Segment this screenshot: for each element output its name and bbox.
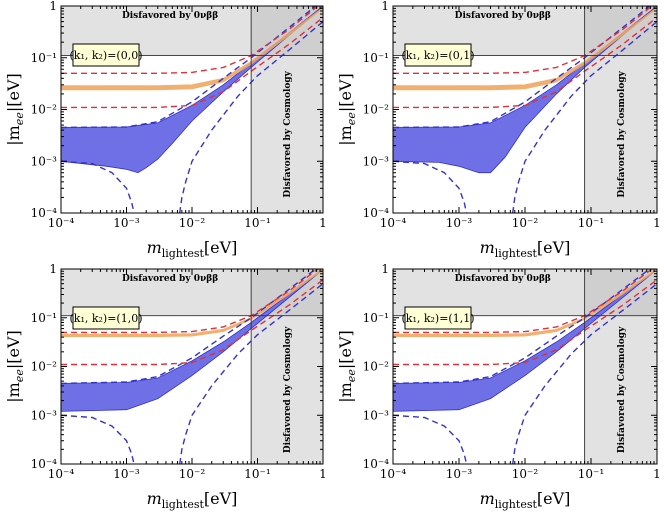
x-tick-label: 10⁻¹ xyxy=(578,216,604,230)
chart-panel-1: 10⁻⁴ 10⁻³ 10⁻² 10⁻¹ 1 10⁻⁴ 10⁻³ 10⁻² 10⁻¹ 1 Disfav… xyxy=(4,0,327,260)
red-dashed-upper-curve xyxy=(393,269,654,334)
y-tick-label: 10⁻⁴ xyxy=(363,206,390,220)
x-tick-label: 10⁻² xyxy=(512,216,539,230)
y-tick-label: 10⁻³ xyxy=(31,408,58,422)
onubb-disfavored-label: Disfavored by 0νββ xyxy=(122,11,218,21)
y-tick-label: 1 xyxy=(49,0,57,13)
red-dashed-upper-curve xyxy=(393,6,654,74)
y-tick-label: 10⁻⁴ xyxy=(31,206,58,220)
onubb-disfavored-label: Disfavored by 0νββ xyxy=(455,274,551,284)
x-tick-label: 1 xyxy=(653,467,661,481)
red-dashed-lower-curve xyxy=(61,279,323,366)
y-axis-label: |mee|[eV] xyxy=(336,73,358,146)
y-tick-label: 10⁻² xyxy=(31,360,58,374)
blue-band xyxy=(393,269,657,412)
y-tick-label: 10⁻¹ xyxy=(31,51,57,65)
x-tick-label: 10⁻² xyxy=(179,216,206,230)
red-dashed-upper-curve xyxy=(61,6,320,74)
x-tick-label: 10⁻⁴ xyxy=(48,216,75,230)
blue-dashed-lower-curve xyxy=(61,414,135,464)
x-tick-label: 10⁻³ xyxy=(446,216,473,230)
y-tick-label: 10⁻³ xyxy=(363,408,390,422)
orange-band xyxy=(393,6,657,91)
x-tick-label: 10⁻⁴ xyxy=(380,216,407,230)
case-label-box xyxy=(72,43,140,67)
blue-dashed-upper-curve xyxy=(61,269,317,385)
cosmology-disfavored-label: Disfavored by Cosmology xyxy=(283,70,293,197)
blue-dashed-lower-right-curve xyxy=(179,283,323,464)
y-tick-label: 10⁻² xyxy=(363,103,390,117)
chart-panel-3: 10⁻⁴ 10⁻³ 10⁻² 10⁻¹ 1 10⁻⁴ 10⁻³ 10⁻² 10⁻¹ 1 Disfav… xyxy=(4,262,327,511)
x-tick-label: 1 xyxy=(319,216,327,230)
y-tick-label: 10⁻⁴ xyxy=(31,457,58,471)
red-dashed-lower-curve xyxy=(393,279,657,366)
orange-band xyxy=(393,269,657,337)
y-tick-label: 10⁻¹ xyxy=(363,51,389,65)
x-tick-label: 10⁻⁴ xyxy=(380,467,407,481)
case-label-box xyxy=(404,43,472,67)
x-axis-label: mlightest[eV] xyxy=(147,489,238,511)
x-tick-label: 10⁻² xyxy=(512,467,539,481)
y-tick-label: 10⁻³ xyxy=(363,154,390,168)
x-axis-label: mlightest[eV] xyxy=(480,489,571,511)
x-tick-label: 10⁻¹ xyxy=(578,467,604,481)
x-axis-label: mlightest[eV] xyxy=(147,238,238,260)
y-tick-label: 10⁻² xyxy=(363,360,390,374)
x-axis-label: mlightest[eV] xyxy=(480,238,571,260)
blue-dashed-lower-curve xyxy=(393,414,468,464)
onubb-disfavored-label: Disfavored by 0νββ xyxy=(455,11,551,21)
y-axis-label: |mee|[eV] xyxy=(4,73,26,146)
case-label: (k₁, k₂)=(0,0) xyxy=(69,49,142,62)
x-tick-label: 10⁻¹ xyxy=(244,467,270,481)
case-label: (k₁, k₂)=(1,0) xyxy=(69,312,142,325)
y-axis-label: |mee|[eV] xyxy=(4,330,26,403)
y-tick-label: 1 xyxy=(381,0,389,13)
blue-band xyxy=(61,269,323,412)
y-tick-label: 10⁻¹ xyxy=(363,311,389,325)
y-tick-label: 10⁻⁴ xyxy=(363,457,390,471)
cosmology-disfavored-label: Disfavored by Cosmology xyxy=(283,326,293,453)
orange-band xyxy=(61,6,323,91)
x-tick-label: 10⁻⁴ xyxy=(48,467,75,481)
y-axis-label: |mee|[eV] xyxy=(336,330,358,403)
cosmology-disfavored-label: Disfavored by Cosmology xyxy=(617,326,627,453)
x-tick-label: 10⁻³ xyxy=(113,467,140,481)
plot-area xyxy=(393,6,657,213)
chart-panel-2: 10⁻⁴ 10⁻³ 10⁻² 10⁻¹ 1 10⁻⁴ 10⁻³ 10⁻² 10⁻¹ 1 Disfav… xyxy=(336,0,661,260)
x-tick-label: 10⁻³ xyxy=(446,467,473,481)
blue-dashed-lower-right-curve xyxy=(179,21,323,213)
y-tick-label: 1 xyxy=(381,262,389,276)
blue-dashed-lower-curve xyxy=(61,160,135,213)
y-tick-label: 10⁻² xyxy=(31,103,58,117)
orange-band xyxy=(61,269,323,337)
chart-panel-4: 10⁻⁴ 10⁻³ 10⁻² 10⁻¹ 1 10⁻⁴ 10⁻³ 10⁻² 10⁻¹ 1 Disfav… xyxy=(336,262,661,511)
x-tick-label: 10⁻² xyxy=(179,467,206,481)
cosmology-disfavored-label: Disfavored by Cosmology xyxy=(617,70,627,197)
plot-area xyxy=(61,6,323,213)
blue-dashed-lower-right-curve xyxy=(512,283,657,464)
blue-dashed-upper-curve xyxy=(61,6,317,129)
case-label-box xyxy=(72,306,140,330)
blue-dashed-upper-curve xyxy=(393,6,651,129)
case-label: (k₁, k₂)=(1,1) xyxy=(401,312,474,325)
x-tick-label: 1 xyxy=(319,467,327,481)
blue-dashed-lower-right-curve xyxy=(512,21,657,213)
x-tick-label: 10⁻¹ xyxy=(244,216,270,230)
onubb-disfavored-label: Disfavored by 0νββ xyxy=(122,274,218,284)
y-tick-label: 1 xyxy=(49,262,57,276)
y-tick-label: 10⁻³ xyxy=(31,154,58,168)
red-dashed-lower-curve xyxy=(61,16,323,109)
y-tick-label: 10⁻¹ xyxy=(31,311,57,325)
plot-area xyxy=(61,269,323,464)
case-label: (k₁, k₂)=(0,1) xyxy=(401,49,474,62)
x-tick-label: 1 xyxy=(653,216,661,230)
blue-dashed-upper-curve xyxy=(393,269,651,385)
blue-dashed-lower-curve xyxy=(393,160,468,213)
case-label-box xyxy=(404,306,472,330)
x-tick-label: 10⁻³ xyxy=(113,216,140,230)
red-dashed-upper-curve xyxy=(61,269,320,334)
plot-area xyxy=(393,269,657,464)
